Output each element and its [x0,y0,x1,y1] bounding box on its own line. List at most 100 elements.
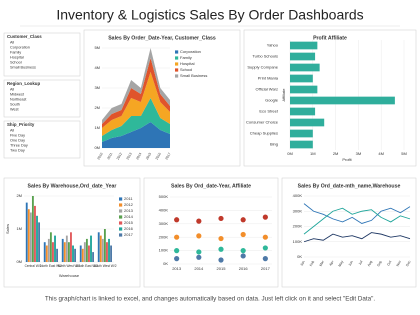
point [262,234,268,240]
bar [290,107,316,116]
area-layer [102,48,170,124]
filter-option[interactable]: Two Day [10,149,25,153]
bar [63,242,66,262]
point [174,234,180,240]
bar [31,196,34,262]
legend-swatch [119,221,123,225]
legend-swatch [175,74,179,78]
bar [74,248,76,262]
bar [88,245,90,262]
x-tick-label: 5M [401,151,407,156]
legend-label: 2014 [124,214,134,219]
y-tick-label: 400K [293,193,303,198]
filter-option[interactable]: Northeast [10,98,27,102]
filter-option[interactable]: Five Day [10,134,25,138]
filter-option[interactable]: Hospital [10,56,24,60]
filter-option[interactable]: Corporation [10,46,30,50]
x-tick-label: Apr [328,259,335,266]
point [196,233,202,239]
legend-label: 2015 [124,220,134,225]
point [196,254,202,260]
y-tick-label: 0M [94,145,100,150]
line-series [303,203,411,224]
bar [290,96,395,105]
chart-panel [3,177,141,288]
x-tick-label: 2016 [155,152,162,161]
bar [67,242,70,262]
bar [101,238,104,262]
filter-title: Region_Lookup [7,81,40,86]
area-layer [102,122,170,148]
bar [108,238,110,262]
legend-swatch [119,203,123,207]
filter-option[interactable]: All [10,41,14,45]
chart-title: Sales By Order_Date-Year, Customer_Class [108,35,216,41]
y-tick-label: 2M [94,105,100,110]
bar [106,242,108,262]
legend-label: School [180,67,192,72]
bar [90,235,92,262]
legend-swatch [119,209,123,213]
legend-swatch [175,68,179,72]
filter-option[interactable]: School [10,61,22,65]
point [196,218,202,224]
bar [290,129,313,138]
y-tick-label: 300K [293,208,303,213]
y-tick-label: 1M [94,125,100,130]
bar [290,52,316,61]
legend-swatch [175,62,179,66]
x-tick-label: 2015 [217,266,227,271]
x-tick-label: 2013 [172,266,182,271]
point [240,217,246,223]
x-tick-label: Aug [367,260,374,267]
filter-option[interactable]: West [10,108,20,112]
filter-option[interactable]: Family [10,51,21,55]
chart-title: Sales By Warehouse,Ord_date_Year [28,183,117,189]
filter-option[interactable]: One Day [10,139,25,143]
filter-option[interactable]: All [10,129,14,133]
x-tick-label: 2011 [106,152,113,160]
filter-option[interactable]: Three Day [10,144,28,148]
chart-title: Sales By Ord_date-mth_name,Warehouse [298,183,401,189]
x-tick-label: 2015 [145,152,152,161]
legend-label: 2016 [124,226,134,231]
x-tick-label: Feb [309,260,315,267]
chart-title: Sales By Ord_date-Year, Affiliate [171,183,251,189]
page-title: Inventory & Logistics Sales By Order Das… [56,7,363,23]
filter-title: Ship_Priority [7,122,35,127]
filter-box [3,32,81,77]
filter-option[interactable]: Small Business [10,66,36,70]
x-tick-label: 2017 [164,152,171,161]
bar [36,215,38,262]
filter-option[interactable]: Midwest [10,93,25,97]
bar [49,232,52,262]
bar [27,209,30,262]
bar [61,238,64,262]
x-tick-label: Jul [358,260,364,266]
x-tick-label: 2016 [239,266,249,271]
category-label: Bing [270,142,278,147]
bar [99,235,102,262]
chart-panel [143,177,279,288]
x-tick-label: 4M [378,151,384,156]
x-tick-label: 2014 [135,152,142,161]
point [196,249,202,255]
bar [290,41,318,50]
legend-swatch [175,50,179,54]
bar [103,229,106,262]
x-tick-label: South West W/2 [94,264,117,268]
category-label: Official Warz [256,87,278,92]
legend-label: 2017 [124,232,134,237]
point [218,257,224,263]
legend-swatch [119,215,123,219]
category-label: Eco Street [259,109,279,114]
x-tick-label: 2012 [116,152,123,161]
point [174,256,180,262]
x-tick-label: Dec [405,260,412,267]
filter-option[interactable]: All [10,88,14,92]
x-tick-label: 2M [333,151,339,156]
bar [81,248,84,262]
bar [290,140,313,149]
legend-swatch [119,197,123,201]
filter-option[interactable]: South [10,103,20,107]
